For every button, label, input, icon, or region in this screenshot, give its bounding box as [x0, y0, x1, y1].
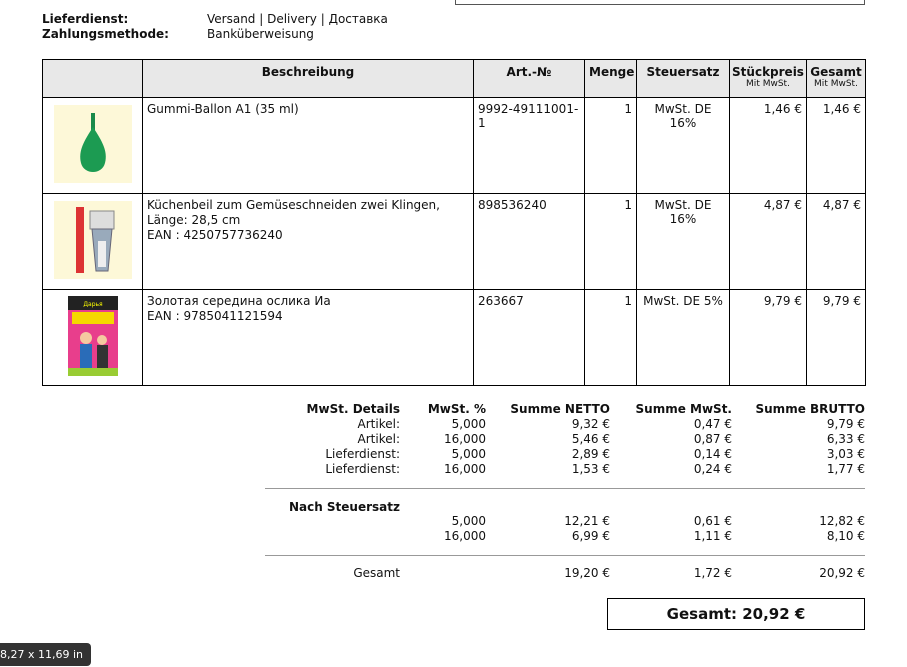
summary-cell: 8,10 €: [826, 529, 865, 543]
header-sub: Mit MwSt.: [814, 79, 858, 89]
summary-cell: Lieferdienst:: [325, 447, 400, 461]
qty-cell: 1: [584, 97, 637, 194]
price-cell: 1,46 €: [729, 97, 807, 194]
qty-cell: 1: [584, 289, 637, 386]
summary-cell: 9,79 €: [826, 417, 865, 431]
summary-cell: 6,99 €: [571, 529, 610, 543]
summary-header: Summe MwSt.: [635, 402, 732, 416]
tax-cell: MwSt. DE 5%: [636, 289, 730, 386]
item-image: [47, 105, 138, 186]
summary-header: Summe NETTO: [510, 402, 610, 416]
item-row: Küchenbeil zum Gemüseschneiden zwei Klin…: [42, 193, 866, 290]
header-cell: Steuersatz: [636, 59, 730, 98]
description-line: Золотая середина ослика Иа: [147, 294, 331, 308]
tax-cell: MwSt. DE 16%: [636, 193, 730, 290]
info-value: Versand | Delivery | Доставка: [207, 12, 388, 26]
description-line: Küchenbeil zum Gemüseschneiden zwei Klin…: [147, 198, 440, 227]
description-line: EAN : 4250757736240: [147, 228, 283, 242]
summary-cell: Artikel:: [357, 417, 400, 431]
header-cell: Beschreibung: [142, 59, 474, 98]
divider: [265, 488, 865, 489]
svg-text:Дарья: Дарья: [83, 301, 103, 308]
header-label: Stückpreis: [732, 65, 804, 79]
summary-cell: 16,000: [444, 432, 486, 446]
info-label: Lieferdienst:: [42, 12, 129, 26]
summary-cell: 0,61 €: [693, 514, 732, 528]
summary-cell: 6,33 €: [826, 432, 865, 446]
art-cell: 9992-49111001-1: [473, 97, 585, 194]
summary-header: Summe BRUTTO: [755, 402, 866, 416]
summary-cell: 2,89 €: [571, 447, 610, 461]
summary-cell: 1,77 €: [826, 462, 865, 476]
summary-cell: 0,24 €: [693, 462, 732, 476]
summary-cell: 5,000: [451, 514, 486, 528]
art-cell: 263667: [473, 289, 585, 386]
description-cell: Золотая середина ослика Иа EAN : 97850411…: [142, 289, 474, 386]
item-image: Дарья: [47, 296, 138, 379]
summary-cell: 5,46 €: [571, 432, 610, 446]
header-cell: Stückpreis Mit MwSt.: [729, 59, 807, 98]
summary-cell: 5,000: [451, 417, 486, 431]
info-value: Banküberweisung: [207, 27, 314, 41]
price-cell: 4,87 €: [729, 193, 807, 290]
header-row: Beschreibung Art.-№ Menge Steuersatz Stü…: [42, 59, 866, 98]
summary-total-cell: 19,20 €: [564, 566, 610, 580]
item-image-cell: [42, 97, 143, 194]
header-cell: Art.-№: [473, 59, 585, 98]
summary-header: MwSt. Details: [306, 402, 400, 416]
qty-cell: 1: [584, 193, 637, 290]
summary-cell: 0,47 €: [693, 417, 732, 431]
art-cell: 898536240: [473, 193, 585, 290]
description-cell: Gummi-Ballon A1 (35 ml): [142, 97, 474, 194]
price-cell: 9,79 €: [729, 289, 807, 386]
page-size-badge: 8,27 x 11,69 in: [0, 643, 92, 666]
total-cell: 9,79 €: [806, 289, 866, 386]
summary-cell: Lieferdienst:: [325, 462, 400, 476]
item-row: Gummi-Ballon A1 (35 ml) 9992-49111001-1 1 M…: [42, 97, 866, 194]
header-cell: Menge: [584, 59, 637, 98]
header-cell: Gesamt Mit MwSt.: [806, 59, 866, 98]
description-line: EAN : 9785041121594: [147, 309, 283, 323]
address-box: [455, 0, 865, 5]
header-label: Gesamt: [810, 65, 862, 79]
summary-cell: 16,000: [444, 529, 486, 543]
summary-cell: 1,11 €: [693, 529, 732, 543]
item-image-cell: Дарья: [42, 289, 143, 386]
grand-total: Gesamt: 20,92 €: [607, 598, 865, 630]
summary-cell: 12,21 €: [564, 514, 610, 528]
summary-total-cell: 1,72 €: [693, 566, 732, 580]
summary-cell: 0,87 €: [693, 432, 732, 446]
header-cell: [42, 59, 143, 98]
summary-cell: 3,03 €: [826, 447, 865, 461]
info-label: Zahlungsmethode:: [42, 27, 169, 41]
item-image: [47, 201, 138, 282]
summary-cell: 9,32 €: [571, 417, 610, 431]
divider: [265, 555, 865, 556]
summary-cell: Artikel:: [357, 432, 400, 446]
summary-total-cell: 20,92 €: [819, 566, 865, 580]
total-cell: 1,46 €: [806, 97, 866, 194]
item-row: Дарья Золотая середина ослика Иа EAN : 978…: [42, 289, 866, 386]
total-cell: 4,87 €: [806, 193, 866, 290]
summary-cell: 5,000: [451, 447, 486, 461]
tax-cell: MwSt. DE 16%: [636, 97, 730, 194]
summary-total-cell: Gesamt: [353, 566, 400, 580]
items-table: Beschreibung Art.-№ Menge Steuersatz Stü…: [42, 59, 866, 386]
item-image-cell: [42, 193, 143, 290]
summary-cell: 1,53 €: [571, 462, 610, 476]
summary-cell: 0,14 €: [693, 447, 732, 461]
description-cell: Küchenbeil zum Gemüseschneiden zwei Klin…: [142, 193, 474, 290]
summary-header: MwSt. %: [427, 402, 486, 416]
summary-section-title: Nach Steuersatz: [288, 500, 400, 514]
summary-cell: 12,82 €: [819, 514, 865, 528]
header-sub: Mit MwSt.: [746, 79, 790, 89]
summary-cell: 16,000: [444, 462, 486, 476]
description-line: Gummi-Ballon A1 (35 ml): [147, 102, 299, 116]
